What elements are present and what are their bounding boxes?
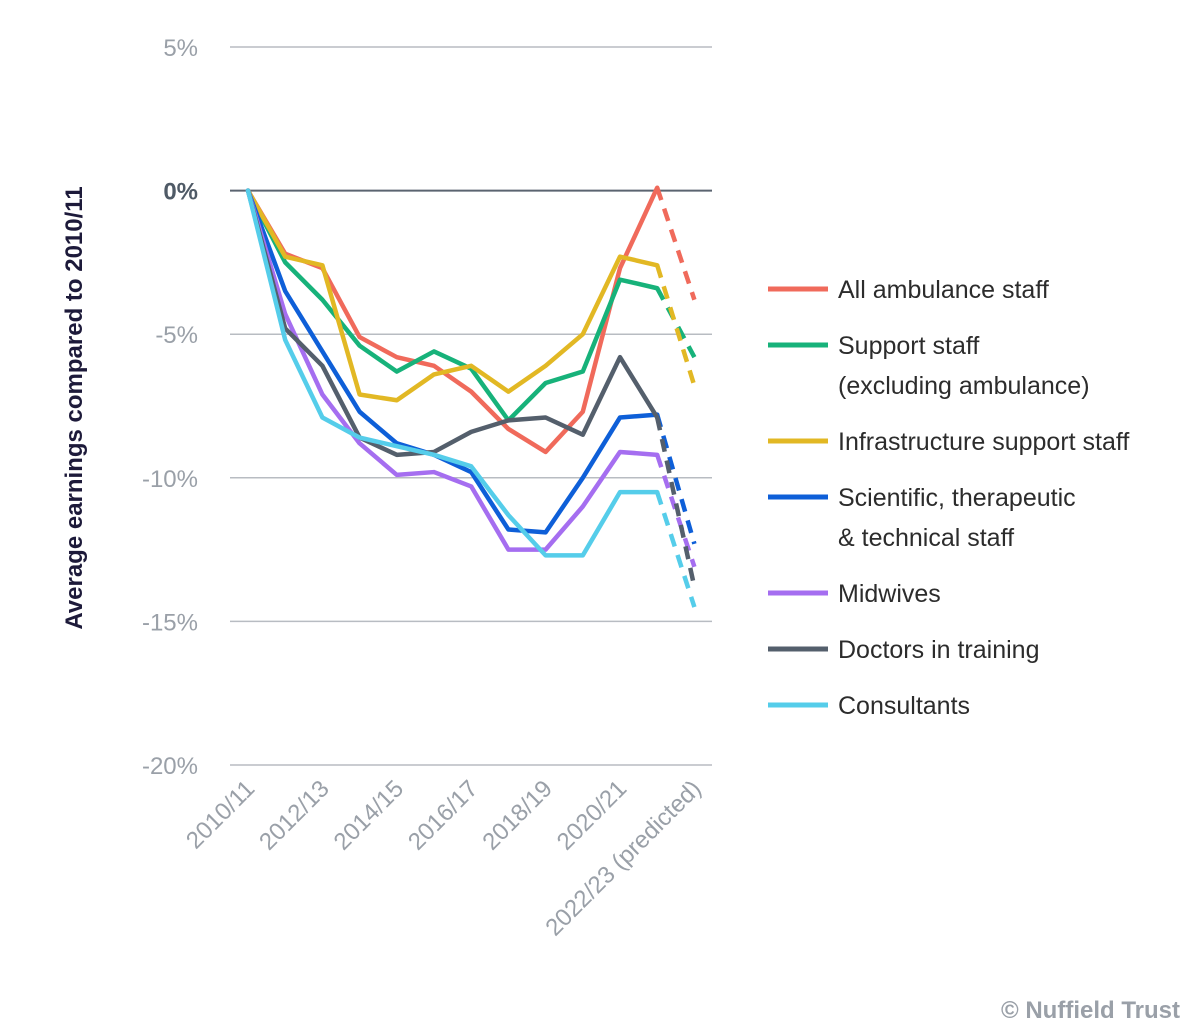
y-tick-label: -10% xyxy=(142,466,198,493)
series-line-predicted-1 xyxy=(655,287,697,359)
series-line-predicted-6 xyxy=(655,491,697,608)
y-axis-ticks: 5% 0% -5% -10% -15% -20% xyxy=(142,35,198,780)
x-tick-label: 2016/17 xyxy=(403,775,483,855)
gridlines xyxy=(230,46,712,766)
series-line-2 xyxy=(245,188,660,403)
x-tick-label: 2010/11 xyxy=(181,775,260,854)
x-tick-label: 2018/19 xyxy=(477,775,557,855)
legend-label: Doctors in training xyxy=(838,636,1039,664)
series-lines xyxy=(245,185,697,608)
series-line-predicted-5 xyxy=(655,417,697,588)
legend: All ambulance staff Support staff (excludi… xyxy=(768,276,1129,720)
y-tick-label: 0% xyxy=(163,179,198,206)
y-axis-label: Average earnings compared to 2010/11 xyxy=(61,186,88,629)
series-line-6 xyxy=(245,188,660,558)
y-tick-label: 5% xyxy=(163,35,198,62)
legend-label: Support staff xyxy=(838,332,979,360)
series-line-3 xyxy=(245,188,660,535)
legend-label: Midwives xyxy=(838,580,941,608)
legend-label: Scientific, therapeutic xyxy=(838,484,1076,512)
series-line-predicted-4 xyxy=(655,454,697,568)
x-tick-label: 2012/13 xyxy=(254,775,334,855)
series-line-predicted-0 xyxy=(655,187,697,301)
credit-text: © Nuffield Trust xyxy=(1001,997,1180,1024)
legend-label: Infrastructure support staff xyxy=(838,428,1129,456)
legend-label: Consultants xyxy=(838,692,970,720)
legend-label: & technical staff xyxy=(838,524,1014,552)
series-line-5 xyxy=(245,188,660,458)
legend-label: All ambulance staff xyxy=(838,276,1049,304)
x-axis-ticks: 2010/112012/132014/152016/172018/192020/… xyxy=(181,775,707,941)
y-tick-label: -15% xyxy=(142,609,198,636)
y-tick-label: -5% xyxy=(155,322,198,349)
series-line-4 xyxy=(245,188,660,552)
series-line-predicted-3 xyxy=(655,413,697,545)
legend-label: (excluding ambulance) xyxy=(838,372,1090,400)
x-tick-label: 2014/15 xyxy=(329,775,409,855)
y-tick-label: -20% xyxy=(142,753,198,780)
series-line-1 xyxy=(245,188,660,423)
